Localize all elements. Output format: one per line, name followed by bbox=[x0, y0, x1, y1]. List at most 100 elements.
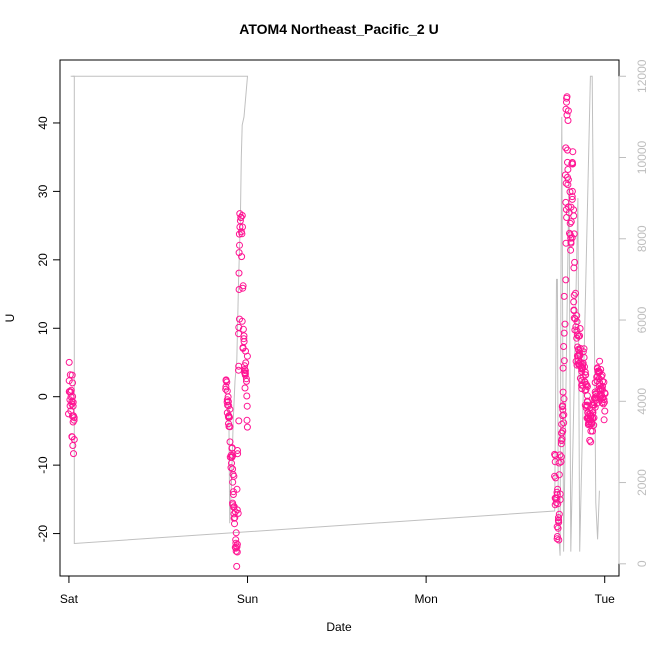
data-point bbox=[601, 390, 609, 398]
y2-tick-label: 10000 bbox=[635, 141, 649, 175]
data-point bbox=[593, 364, 601, 372]
data-point bbox=[589, 409, 597, 417]
data-point bbox=[596, 357, 604, 365]
data-point bbox=[556, 451, 564, 459]
data-point bbox=[233, 540, 241, 548]
data-point bbox=[568, 195, 576, 203]
data-point bbox=[70, 450, 77, 458]
data-point bbox=[236, 241, 243, 249]
y2-tick-label: 12000 bbox=[635, 59, 649, 93]
series-line bbox=[72, 75, 249, 524]
data-point bbox=[555, 536, 563, 544]
data-point bbox=[242, 375, 250, 383]
data-point bbox=[70, 436, 78, 443]
data-point bbox=[240, 338, 248, 346]
data-point bbox=[566, 219, 574, 227]
y-tick-label: 10 bbox=[36, 321, 50, 335]
data-point bbox=[570, 212, 578, 220]
data-point bbox=[570, 264, 578, 272]
data-point bbox=[229, 478, 237, 486]
data-point bbox=[583, 383, 591, 390]
data-point bbox=[69, 442, 77, 449]
data-point bbox=[226, 405, 234, 413]
data-point bbox=[243, 392, 251, 400]
data-point bbox=[555, 510, 563, 518]
data-point bbox=[564, 117, 572, 124]
data-point bbox=[235, 286, 243, 293]
data-point bbox=[241, 371, 249, 379]
data-point bbox=[555, 471, 563, 479]
point-series bbox=[65, 93, 609, 570]
data-point bbox=[576, 332, 584, 340]
data-point bbox=[227, 464, 235, 472]
data-point bbox=[590, 414, 598, 422]
data-point bbox=[69, 398, 77, 406]
y-tick-label: -20 bbox=[36, 525, 50, 543]
data-point bbox=[224, 393, 232, 401]
data-point bbox=[238, 230, 246, 238]
data-point bbox=[551, 450, 559, 458]
data-point bbox=[576, 349, 583, 357]
data-point bbox=[582, 380, 590, 388]
data-point bbox=[558, 403, 566, 411]
data-point bbox=[238, 317, 246, 325]
y2-axis: 0 2000 4000 6000 8000 10000 12000 bbox=[618, 59, 649, 567]
data-point bbox=[232, 529, 240, 537]
data-point bbox=[243, 402, 251, 410]
data-point bbox=[235, 269, 243, 277]
data-point bbox=[236, 223, 244, 231]
data-point bbox=[234, 450, 242, 458]
data-point bbox=[600, 416, 608, 424]
data-point bbox=[554, 524, 562, 532]
line-series bbox=[70, 75, 600, 556]
y-tick-label: -10 bbox=[36, 456, 50, 474]
data-point bbox=[560, 411, 568, 419]
data-point bbox=[559, 427, 567, 435]
data-point bbox=[555, 514, 562, 522]
data-point bbox=[242, 359, 250, 367]
y-tick-label: 0 bbox=[36, 393, 50, 400]
data-point bbox=[564, 107, 572, 115]
data-point bbox=[229, 491, 237, 498]
data-point bbox=[239, 282, 247, 290]
data-point bbox=[586, 436, 594, 444]
data-point bbox=[563, 94, 571, 102]
data-point bbox=[561, 320, 569, 328]
data-point bbox=[591, 403, 599, 411]
data-point bbox=[560, 357, 568, 365]
x-tick-label: Mon bbox=[414, 592, 437, 606]
data-point bbox=[234, 509, 242, 517]
data-point bbox=[601, 407, 609, 415]
data-point bbox=[553, 535, 561, 543]
data-point bbox=[587, 438, 595, 446]
data-point bbox=[233, 562, 241, 570]
y-tick-label: 40 bbox=[36, 116, 50, 130]
data-point bbox=[238, 212, 246, 219]
data-point bbox=[581, 363, 588, 371]
data-point bbox=[567, 218, 575, 226]
data-point bbox=[239, 284, 247, 292]
data-point bbox=[237, 214, 245, 222]
data-point bbox=[232, 544, 240, 552]
data-point bbox=[240, 335, 248, 343]
data-point bbox=[233, 548, 241, 556]
y-axis: -20 -10 0 10 20 30 40 bbox=[36, 116, 60, 542]
y2-tick-label: 6000 bbox=[635, 306, 649, 333]
data-point bbox=[224, 398, 232, 405]
data-point bbox=[223, 387, 231, 395]
data-point bbox=[579, 359, 587, 367]
data-point bbox=[563, 98, 570, 106]
data-point bbox=[567, 246, 575, 254]
data-point bbox=[562, 198, 570, 206]
data-point bbox=[600, 398, 608, 406]
series-line bbox=[70, 75, 600, 556]
data-point bbox=[235, 230, 243, 238]
data-point bbox=[243, 352, 251, 360]
data-point bbox=[578, 363, 586, 371]
data-point bbox=[239, 325, 247, 333]
x-axis-label: Date bbox=[326, 620, 352, 634]
data-point bbox=[583, 398, 591, 406]
data-point bbox=[590, 421, 598, 429]
data-point bbox=[235, 417, 243, 425]
